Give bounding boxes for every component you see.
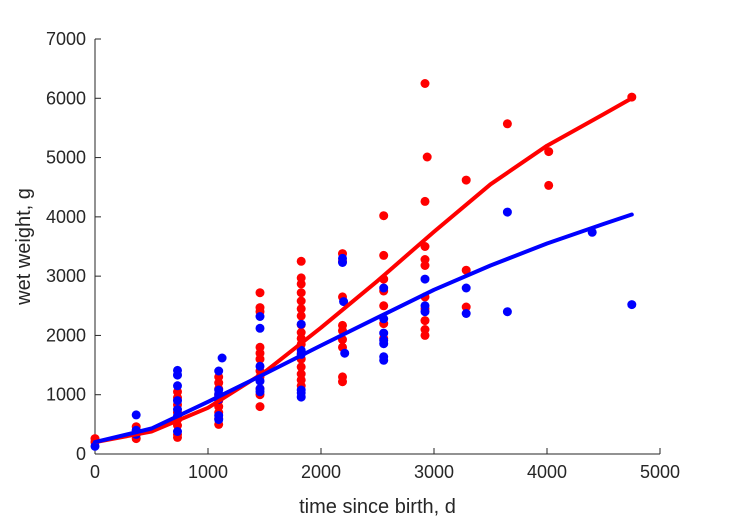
data-point-series-1 — [379, 250, 389, 260]
data-point-series-1 — [255, 354, 265, 364]
data-point-series-2 — [173, 396, 182, 406]
data-point-series-1 — [296, 304, 306, 314]
fit-curve-series-2 — [93, 212, 634, 445]
data-point-series-2 — [214, 366, 224, 376]
data-point-series-1 — [502, 119, 512, 129]
y-tick-label: 5000 — [46, 148, 86, 168]
data-point-series-2 — [379, 339, 389, 349]
data-point-series-1 — [420, 330, 430, 340]
y-tick-label: 4000 — [46, 207, 86, 227]
x-tick-label: 3000 — [414, 462, 454, 482]
data-point-series-2 — [255, 323, 265, 333]
data-point-series-2 — [420, 274, 430, 284]
y-tick-label: 6000 — [46, 88, 86, 108]
y-tick-label: 2000 — [46, 325, 86, 345]
data-point-series-1 — [255, 288, 265, 298]
data-point-series-2 — [461, 283, 471, 293]
y-tick-label: 7000 — [46, 29, 86, 49]
x-tick-label: 2000 — [301, 462, 341, 482]
y-tick-label: 1000 — [46, 385, 86, 405]
data-point-series-2 — [214, 415, 224, 425]
data-point-series-2 — [338, 258, 347, 267]
data-point-series-2 — [461, 309, 471, 318]
fit-curve-series-1 — [93, 96, 634, 445]
fit-curves — [93, 96, 634, 445]
data-point-series-2 — [379, 328, 389, 338]
y-axis-title: wet weight, g — [13, 188, 35, 306]
data-point-series-1 — [296, 256, 306, 266]
data-point-series-1 — [296, 288, 306, 298]
data-point-series-2 — [255, 361, 265, 371]
data-point-series-2 — [173, 381, 182, 391]
data-point-series-2 — [173, 405, 182, 414]
x-axis-title: time since birth, d — [299, 496, 456, 518]
data-point-series-1 — [544, 180, 554, 190]
data-point-series-2 — [255, 387, 265, 397]
data-point-series-1 — [420, 316, 430, 326]
data-point-series-2 — [379, 355, 389, 365]
data-points — [90, 79, 637, 451]
data-point-series-2 — [502, 207, 512, 217]
data-point-series-1 — [420, 79, 430, 88]
data-point-series-2 — [379, 283, 389, 293]
ticks: 0 1000 2000 3000 4000 5000 0 1000 2000 3000 4000 50… — [46, 29, 680, 482]
data-point-series-1 — [461, 302, 471, 312]
data-point-series-2 — [90, 441, 100, 451]
data-point-series-2 — [131, 410, 141, 420]
x-tick-label: 5000 — [640, 462, 680, 482]
data-point-series-2 — [420, 307, 430, 317]
data-point-series-1 — [420, 242, 430, 251]
data-point-series-2 — [296, 392, 306, 402]
data-point-series-2 — [340, 348, 350, 358]
data-point-series-1 — [338, 377, 347, 387]
data-point-series-2 — [173, 427, 182, 436]
x-tick-label: 0 — [90, 462, 100, 482]
data-point-series-2 — [627, 300, 637, 310]
data-point-series-1 — [296, 279, 306, 289]
y-tick-label: 0 — [76, 444, 86, 464]
x-tick-label: 1000 — [188, 462, 228, 482]
data-point-series-1 — [461, 265, 471, 275]
data-point-series-1 — [422, 152, 432, 162]
data-point-series-1 — [379, 301, 389, 311]
data-point-series-1 — [296, 362, 306, 372]
data-point-series-1 — [420, 196, 430, 206]
data-point-series-1 — [544, 147, 554, 157]
data-point-series-1 — [296, 296, 306, 306]
data-point-series-2 — [502, 307, 512, 317]
data-point-series-2 — [173, 370, 182, 380]
y-tick-label: 3000 — [46, 266, 86, 286]
data-point-series-2 — [296, 319, 306, 329]
axes — [94, 39, 660, 455]
data-point-series-1 — [255, 402, 265, 412]
data-point-series-1 — [379, 211, 389, 221]
data-point-series-1 — [461, 175, 471, 185]
data-point-series-2 — [339, 297, 349, 307]
data-point-series-1 — [296, 311, 306, 321]
data-point-series-2 — [217, 353, 227, 363]
data-point-series-2 — [255, 312, 265, 321]
data-point-series-1 — [420, 261, 430, 270]
x-tick-label: 4000 — [527, 462, 567, 482]
